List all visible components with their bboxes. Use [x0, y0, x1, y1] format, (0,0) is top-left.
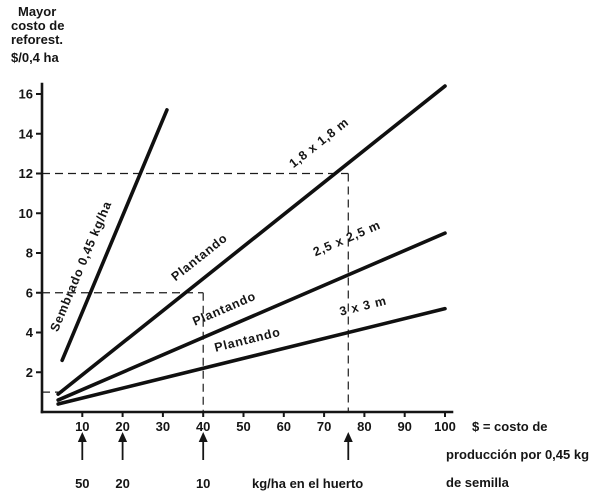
note-line: de semilla	[446, 475, 510, 490]
y-axis-title-line: Mayor	[18, 4, 56, 19]
arrow-head-icon	[77, 432, 87, 442]
huerto-axis-label: kg/ha en el huerto	[252, 476, 363, 491]
y-tick-label: 12	[19, 166, 33, 181]
x-tick-label: 40	[196, 419, 210, 434]
data-line	[56, 84, 447, 396]
arrow-head-icon	[118, 432, 128, 442]
x-tick-label: 60	[277, 419, 291, 434]
y-tick-label: 8	[26, 246, 33, 261]
line-label: 1,8 x 1,8 m	[286, 115, 351, 171]
y-tick-label: 14	[19, 126, 34, 141]
y-tick-label: 4	[26, 325, 34, 340]
y-tick-label: 6	[26, 285, 33, 300]
line-label: 3 x 3 m	[338, 294, 388, 319]
below-axis-arrows: 50 20 10	[75, 432, 353, 491]
arrow-value-label: 20	[115, 476, 129, 491]
arrow-value-label: 10	[196, 476, 210, 491]
line-label: Plantando	[190, 289, 258, 329]
data-line	[60, 108, 169, 363]
data-line	[56, 306, 447, 406]
y-axis-title-line: $/0,4 ha	[11, 50, 59, 65]
x-tick-label: 90	[397, 419, 411, 434]
note-line: $ = costo de	[472, 419, 548, 434]
x-tick-label: 80	[357, 419, 371, 434]
arrow-head-icon	[198, 432, 208, 442]
y-tick-label: 16	[19, 87, 33, 102]
series-2: Plantando 2,5 x 2,5 m	[56, 218, 447, 402]
dollar-definition-note: $ = costo de producción por 0,45 kg de sem…	[446, 419, 589, 490]
note-line: producción por 0,45 kg	[446, 447, 589, 462]
x-tick-label: 70	[317, 419, 331, 434]
y-axis-title-line: costo de	[11, 18, 64, 33]
y-tick-label: 10	[19, 206, 33, 221]
axes: 2 4 6 8 10 12 14 16 10 20 30 40 50 60 70 80 90 100	[19, 82, 456, 434]
y-axis-title-line: reforest.	[11, 32, 63, 47]
arrow-head-icon	[343, 432, 353, 442]
x-tick-label: 20	[115, 419, 129, 434]
line-label: Plantando	[169, 231, 231, 284]
series-1: Plantando 1,8 x 1,8 m	[56, 84, 447, 396]
line-label: 2,5 x 2,5 m	[311, 218, 383, 259]
x-tick-label: 50	[236, 419, 250, 434]
x-tick-label: 30	[156, 419, 170, 434]
x-tick-label: 100	[434, 419, 456, 434]
y-tick-label: 2	[26, 365, 33, 380]
arrow-value-label: 50	[75, 476, 89, 491]
x-tick-label: 10	[75, 419, 89, 434]
data-line	[56, 231, 447, 402]
